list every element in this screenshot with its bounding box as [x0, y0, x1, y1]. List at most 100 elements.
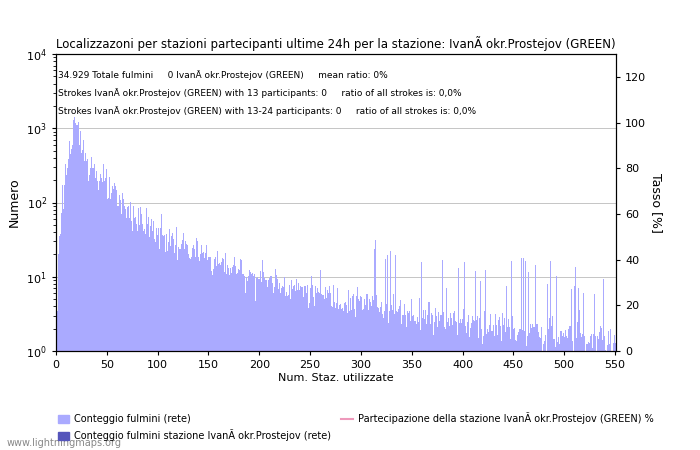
Bar — [244, 292, 246, 450]
Bar — [581, 337, 582, 450]
Bar — [111, 193, 113, 450]
Bar — [334, 302, 335, 450]
Bar — [345, 302, 346, 450]
Bar — [205, 253, 206, 450]
Bar — [383, 318, 384, 450]
Bar — [559, 331, 561, 450]
Bar — [318, 293, 320, 450]
Bar — [214, 259, 215, 450]
Bar — [589, 342, 590, 450]
Bar — [253, 274, 255, 450]
Bar — [599, 333, 600, 450]
Bar — [242, 274, 244, 450]
Bar — [587, 343, 588, 450]
Bar — [313, 297, 314, 450]
Text: www.lightningmaps.org: www.lightningmaps.org — [7, 438, 122, 448]
Bar — [358, 299, 359, 450]
Bar — [187, 245, 188, 450]
Bar — [337, 288, 338, 450]
Bar — [61, 213, 62, 450]
Bar — [612, 351, 613, 450]
Bar — [320, 270, 321, 450]
Bar — [74, 117, 75, 450]
Bar — [410, 321, 411, 450]
Bar — [505, 286, 507, 450]
Bar — [525, 261, 526, 450]
Bar — [212, 275, 213, 450]
Bar — [311, 276, 312, 450]
Legend: Conteggio fulmini (rete), Conteggio fulmini stazione IvanÃ okr.Prostejov (rete),: Conteggio fulmini (rete), Conteggio fulm… — [54, 409, 657, 445]
Bar — [503, 325, 504, 450]
Bar — [565, 330, 566, 450]
Bar — [514, 328, 515, 450]
Bar — [165, 252, 167, 450]
Bar — [558, 337, 559, 450]
Bar — [195, 257, 196, 450]
Bar — [100, 175, 102, 450]
Bar — [95, 178, 96, 450]
Bar — [176, 227, 178, 450]
Bar — [232, 267, 233, 450]
Bar — [468, 315, 469, 450]
Bar — [151, 219, 152, 450]
Bar — [342, 308, 343, 450]
Bar — [215, 256, 216, 450]
Bar — [344, 303, 345, 450]
Bar — [87, 158, 88, 450]
Bar — [314, 306, 315, 450]
Bar — [350, 298, 351, 450]
Bar — [579, 310, 580, 450]
Bar — [233, 265, 235, 450]
Bar — [124, 206, 125, 450]
Bar — [79, 145, 80, 450]
Bar — [379, 307, 381, 450]
Bar — [91, 157, 92, 450]
X-axis label: Num. Staz. utilizzate: Num. Staz. utilizzate — [278, 373, 394, 383]
Bar — [413, 315, 414, 450]
Bar — [248, 270, 250, 450]
Bar — [511, 261, 512, 450]
Bar — [302, 287, 304, 450]
Bar — [510, 339, 511, 450]
Bar — [62, 209, 64, 450]
Bar — [575, 267, 576, 450]
Bar — [89, 175, 90, 450]
Bar — [190, 256, 192, 450]
Bar — [250, 272, 251, 450]
Bar — [145, 234, 146, 450]
Bar — [211, 271, 212, 450]
Bar — [591, 334, 592, 450]
Bar — [600, 326, 601, 450]
Bar — [402, 315, 403, 450]
Bar — [419, 298, 421, 450]
Bar — [132, 230, 133, 450]
Bar — [368, 298, 370, 450]
Bar — [307, 308, 309, 450]
Bar — [431, 315, 433, 450]
Bar — [528, 272, 529, 450]
Bar — [385, 259, 386, 450]
Bar — [150, 226, 151, 450]
Bar — [392, 310, 393, 450]
Bar — [486, 334, 487, 450]
Bar — [343, 311, 344, 450]
Bar — [223, 259, 224, 450]
Bar — [226, 274, 228, 450]
Bar — [588, 342, 589, 450]
Title: Localizzazoni per stazioni partecipanti ultime 24h per la stazione: IvanÃ okr.Pr: Localizzazoni per stazioni partecipanti … — [56, 36, 616, 51]
Bar — [270, 275, 271, 450]
Bar — [203, 252, 204, 450]
Bar — [363, 309, 365, 450]
Bar — [509, 327, 510, 450]
Bar — [435, 316, 437, 450]
Bar — [194, 249, 195, 450]
Bar — [455, 321, 456, 450]
Bar — [613, 343, 615, 450]
Bar — [604, 336, 606, 450]
Bar — [377, 307, 378, 450]
Bar — [77, 126, 78, 450]
Bar — [405, 315, 406, 450]
Bar — [476, 320, 477, 450]
Bar — [561, 336, 563, 450]
Bar — [133, 206, 134, 450]
